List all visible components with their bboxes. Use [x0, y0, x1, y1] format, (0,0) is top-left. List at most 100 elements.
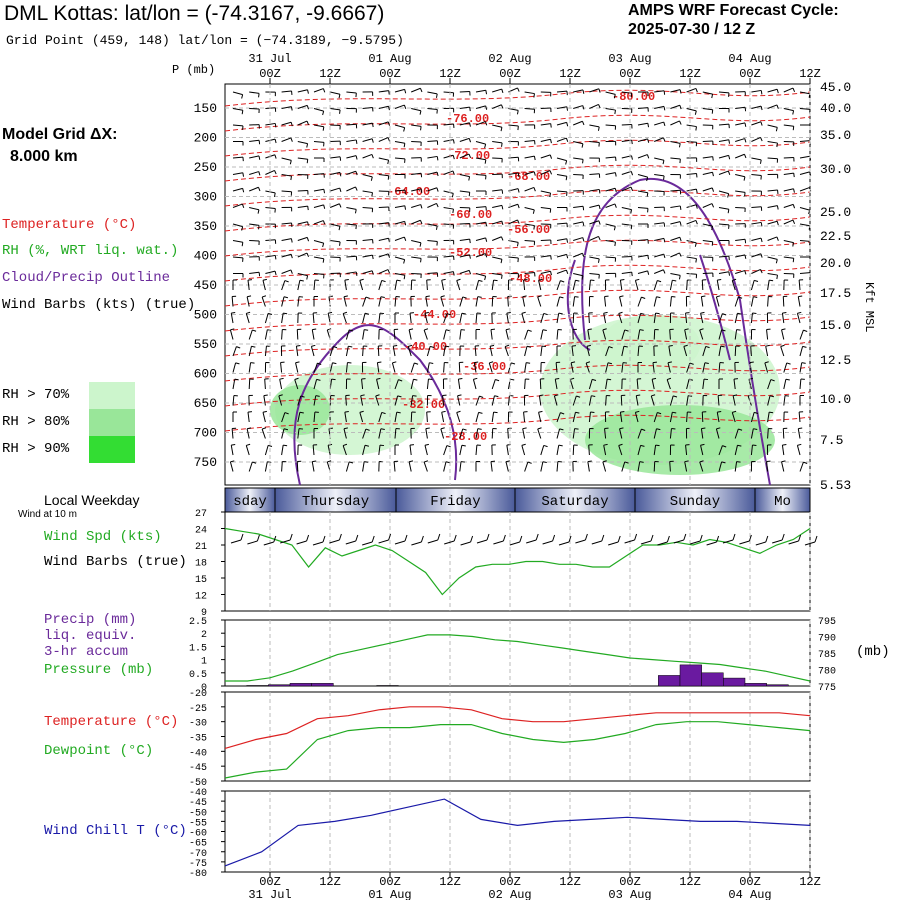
- wind-barb: [378, 445, 381, 456]
- wind-barb-flag: [798, 427, 803, 430]
- wind-barb: [716, 280, 720, 291]
- precip-label: Precip (mm): [44, 612, 137, 628]
- wind-barb: [621, 255, 632, 258]
- wind-panel-tick: 12: [195, 592, 207, 603]
- wind-barb-flag: [290, 254, 293, 259]
- surface-wind-barb: [558, 541, 570, 546]
- wind-barb: [492, 236, 502, 241]
- wind-barb-flag: [290, 269, 293, 274]
- wind-barb: [537, 296, 542, 307]
- wind-barb: [783, 108, 794, 112]
- wind-barb-flag: [678, 275, 681, 280]
- wind-barb-flag: [420, 204, 423, 209]
- wind-barb-flag: [803, 329, 808, 332]
- temperature-contour: [224, 264, 811, 282]
- wind-barb: [313, 256, 324, 260]
- wind-barb: [699, 461, 704, 472]
- wind-barb: [751, 268, 761, 274]
- wind-barb: [637, 190, 648, 194]
- wind-barb: [491, 428, 494, 439]
- wind-barb-flag: [517, 172, 520, 177]
- wind-barb-flag: [647, 255, 650, 260]
- wind-barb: [278, 395, 283, 406]
- surface-wind-barb-flag: [502, 534, 506, 542]
- wind-barb-flag: [781, 328, 786, 331]
- wind-barb: [475, 174, 487, 176]
- wind-barb-flag: [511, 362, 516, 365]
- wind-barb: [686, 279, 688, 291]
- wind-barb: [702, 346, 707, 357]
- wind-barb-flag: [230, 328, 235, 331]
- wind-barb-flag: [641, 428, 646, 431]
- weekday-label: Mo: [774, 494, 791, 510]
- wind-barb: [459, 153, 470, 159]
- bottom-hour-label: 00Z: [619, 875, 641, 889]
- wind-barb-flag: [776, 89, 779, 94]
- wind-barb: [783, 87, 794, 93]
- wind-barb: [329, 362, 333, 373]
- wind-barb: [411, 188, 422, 192]
- wind-barb: [264, 378, 266, 390]
- wind-barb: [553, 395, 558, 406]
- wind-barb-flag: [581, 143, 584, 148]
- windchill-panel-tick: -65: [189, 839, 207, 850]
- wind-barb-flag: [582, 253, 585, 258]
- precip-bar: [744, 683, 767, 687]
- wind-barb: [524, 207, 535, 211]
- wind-barb: [669, 412, 673, 423]
- pressure-right-tick: 775: [818, 683, 836, 694]
- wind-barb-flag: [769, 279, 774, 282]
- wind-barb: [702, 108, 713, 111]
- wind-barb-flag: [558, 444, 563, 447]
- wind-barb-flag: [549, 154, 553, 159]
- wind-barb: [538, 412, 542, 423]
- wind-barb: [783, 362, 788, 373]
- surface-wind-barb-flag: [404, 534, 408, 542]
- wind-barb: [589, 220, 600, 225]
- wind-barb-flag: [689, 362, 694, 365]
- wind-barb: [783, 219, 794, 225]
- wind-barb-flag: [403, 143, 406, 148]
- wind-barb-flag: [591, 395, 596, 397]
- wind-barb: [313, 173, 325, 175]
- wind-barb: [459, 222, 470, 225]
- wind-barb: [686, 411, 688, 423]
- temperature-line: [224, 706, 811, 749]
- wind-barb: [619, 280, 623, 291]
- wind-barb: [443, 346, 446, 357]
- wind-barb: [573, 237, 583, 241]
- wind-barb: [232, 156, 244, 159]
- wind-barb: [651, 379, 655, 390]
- wind-barb: [767, 280, 770, 291]
- wind-barb: [262, 412, 266, 423]
- wind-barb: [262, 280, 266, 291]
- wind-barb-flag: [424, 443, 429, 446]
- temp-panel-tick: -35: [189, 734, 207, 745]
- height-tick: 17.5: [820, 286, 851, 301]
- wind-barb-flag: [404, 89, 407, 94]
- wind-barb: [619, 296, 623, 307]
- wind-barb: [799, 346, 804, 357]
- wind-barb-flag: [753, 296, 758, 298]
- wind-barb: [750, 345, 752, 357]
- wind-barb-flag: [283, 296, 289, 299]
- wind-barb: [799, 207, 810, 211]
- wind-barb: [783, 188, 794, 192]
- wind-barb: [750, 280, 755, 291]
- legend-rh: RH (%, WRT liq. wat.): [2, 243, 179, 259]
- wind-barb: [504, 346, 509, 357]
- wind-barb: [589, 88, 600, 93]
- wind-barb: [766, 329, 769, 340]
- wind-barb-flag: [469, 239, 471, 244]
- wind-barb-flag: [581, 275, 584, 280]
- wind-barb-flag: [241, 242, 244, 247]
- temperature-contour-label: -72.00: [447, 149, 490, 163]
- wind-barb-flag: [521, 443, 526, 446]
- surface-wind-barb-flag: [371, 535, 375, 543]
- wind-barb: [521, 313, 526, 324]
- wind-barb: [313, 273, 325, 275]
- rh70-swatch: [89, 382, 135, 409]
- wind-barb-flag: [732, 410, 737, 413]
- wind-barb-flag: [700, 443, 705, 446]
- wind-barb-flag: [290, 238, 293, 243]
